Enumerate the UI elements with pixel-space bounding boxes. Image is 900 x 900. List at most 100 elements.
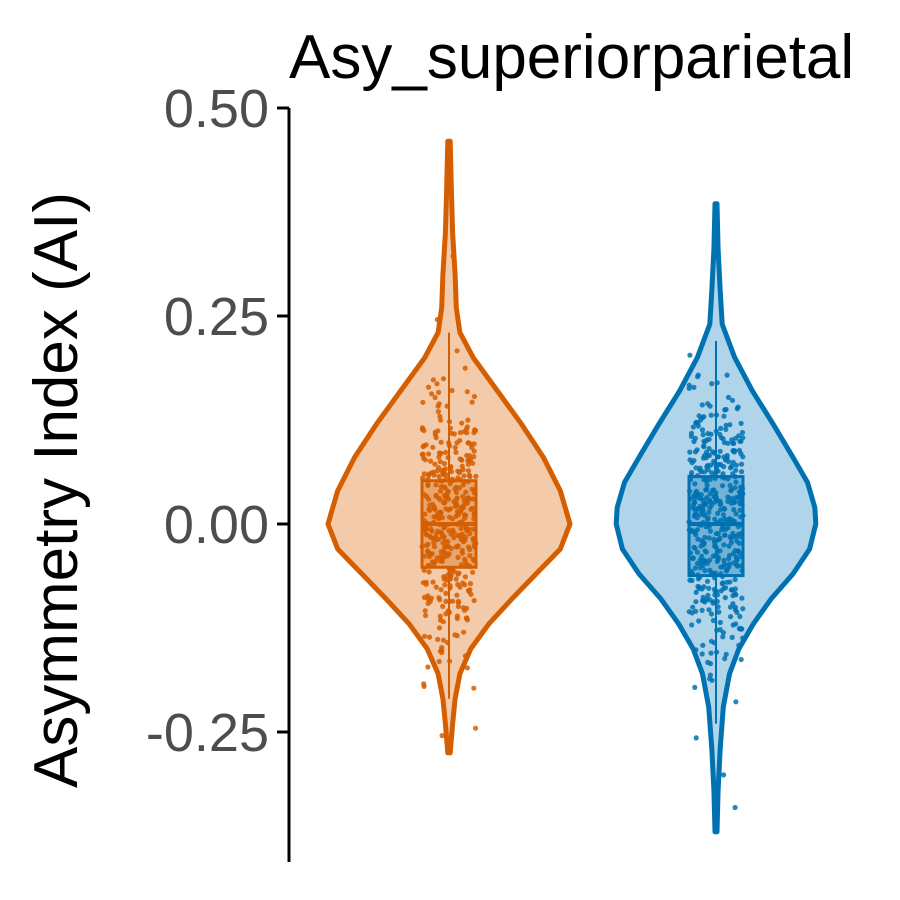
data-point [687,457,693,463]
data-point [731,533,737,539]
data-point [434,381,440,387]
data-point [716,609,722,615]
data-point [695,374,701,380]
data-point [692,435,699,441]
data-point [693,465,699,471]
data-point [717,448,723,454]
data-point [687,449,693,455]
data-point [425,482,431,488]
data-point [427,458,434,464]
data-point [700,540,706,546]
data-point [471,441,477,447]
data-point [471,685,477,691]
data-point [694,506,700,512]
data-point [461,429,467,435]
data-point [444,494,450,500]
data-point [423,581,429,587]
data-point [739,429,746,436]
data-point [708,650,714,656]
data-point [700,455,707,461]
data-point [686,382,692,388]
y-tick-label: 0.00 [164,495,269,555]
data-point [465,417,471,423]
data-point [718,517,724,523]
data-point [451,535,457,541]
data-point [728,539,735,546]
data-point [719,483,726,489]
data-point [455,468,461,474]
data-point [707,567,713,573]
data-point [448,464,454,470]
data-point [439,531,445,537]
data-point [721,772,727,778]
data-point [426,554,432,560]
data-point [421,567,427,573]
data-point [729,463,735,469]
data-point [692,684,698,691]
data-point [696,618,702,624]
data-point [700,563,706,569]
data-point [454,440,460,446]
data-point [721,439,728,446]
data-point [738,451,744,457]
data-point [460,505,466,511]
data-point [440,554,446,560]
data-point [422,511,428,517]
data-point [447,443,453,449]
data-point [703,502,709,508]
data-point [720,471,726,477]
data-point [695,491,701,497]
data-point [425,600,431,607]
data-point [458,525,464,532]
data-point [455,512,461,518]
data-point [722,407,728,413]
data-point [448,469,455,475]
data-point [728,614,734,620]
data-point [729,634,735,641]
data-point [724,454,730,461]
data-point [714,547,721,554]
data-point [709,381,715,387]
data-point [438,510,444,516]
data-point [440,603,446,610]
data-point [692,565,699,571]
data-point [689,577,695,584]
data-point [455,600,461,606]
data-point [447,582,453,589]
data-point [435,528,441,534]
data-point [426,634,433,640]
data-point [732,586,738,592]
data-point [701,443,707,449]
data-point [473,473,479,479]
y-tick-label: -0.25 [146,703,269,763]
data-point [713,428,719,434]
data-point [460,493,466,499]
data-point [727,552,733,559]
data-point [733,621,739,627]
data-point [448,430,454,436]
data-point [726,561,732,567]
data-point [702,513,708,519]
data-point [723,426,729,432]
data-point [728,496,734,502]
data-point [428,526,434,533]
data-point [722,506,728,512]
data-point [470,460,476,466]
data-point [733,462,739,468]
data-point [434,317,440,323]
data-point [699,402,705,408]
data-point [447,425,454,431]
data-point [437,413,443,420]
data-point [690,555,696,561]
data-point [446,507,452,513]
data-point [715,531,721,537]
data-point [692,545,698,551]
data-point [709,470,715,476]
data-point [463,489,469,495]
data-point [465,461,471,467]
data-point [467,587,473,593]
data-point [705,401,711,407]
data-point [442,484,448,490]
data-point [724,372,730,378]
